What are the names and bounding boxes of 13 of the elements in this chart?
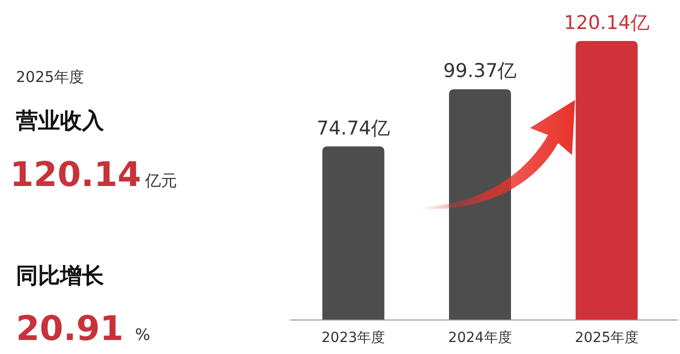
- x-tick-label: 2023年度: [322, 330, 386, 346]
- text: %: [135, 325, 150, 344]
- data-label: 120.14亿: [564, 12, 650, 34]
- x-tick-label: 2024年度: [448, 330, 512, 346]
- data-label: 99.37亿: [443, 60, 517, 82]
- data-label: 74.74亿: [316, 117, 390, 140]
- text: 2025年度: [16, 68, 84, 86]
- text: 亿元: [144, 171, 177, 190]
- text: 同比增长: [16, 264, 105, 289]
- text: 营业收入: [15, 109, 105, 134]
- x-tick-label: 2025年度: [574, 330, 638, 346]
- text: 20.91: [16, 309, 124, 349]
- text: 120.14: [10, 155, 142, 195]
